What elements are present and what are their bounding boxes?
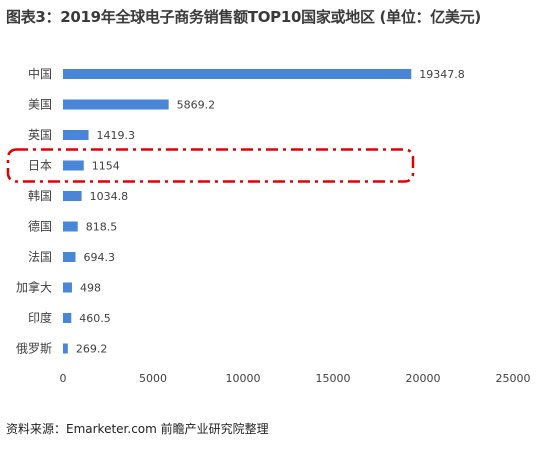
x-tick-0: 0 <box>60 372 67 385</box>
x-tick-4: 20000 <box>406 372 441 385</box>
chart-title: 图表3：2019年全球电子商务销售额TOP10国家或地区 (单位：亿美元) <box>6 8 481 26</box>
bar-4 <box>63 191 82 201</box>
bars-group <box>63 69 412 354</box>
bar-7 <box>63 282 72 293</box>
bar-8 <box>63 313 72 323</box>
value-label-4: 1034.8 <box>90 190 129 203</box>
value-label-5: 818.5 <box>86 221 118 234</box>
bar-6 <box>63 252 76 262</box>
value-label-2: 1419.3 <box>97 129 135 142</box>
category-label-9: 俄罗斯 <box>16 342 52 356</box>
bar-1 <box>63 99 169 110</box>
bar-9 <box>63 343 68 354</box>
value-label-3: 1154 <box>92 160 120 173</box>
category-label-3: 日本 <box>28 159 52 173</box>
category-label-7: 加拿大 <box>16 280 52 295</box>
value-labels: 19347.8 5869.2 1419.3 1154 1034.8 818.5 694.3 4… <box>76 68 465 356</box>
bar-5 <box>63 221 78 232</box>
source-note: 资料来源：Emarketer.com 前瞻产业研究院整理 <box>6 422 269 436</box>
category-label-6: 法国 <box>28 250 52 264</box>
highlight-box <box>6 148 415 183</box>
x-tick-2: 10000 <box>226 372 261 385</box>
value-label-8: 460.5 <box>79 312 111 325</box>
category-label-0: 中国 <box>28 66 52 81</box>
category-label-2: 英国 <box>28 128 52 142</box>
value-label-7: 498 <box>80 282 101 295</box>
bar-3 <box>63 160 84 171</box>
x-tick-3: 15000 <box>316 372 351 385</box>
bar-0 <box>63 69 412 79</box>
category-label-5: 德国 <box>28 219 52 234</box>
x-tick-5: 25000 <box>496 372 531 385</box>
category-label-4: 韩国 <box>28 188 52 203</box>
value-label-0: 19347.8 <box>419 68 465 81</box>
value-label-9: 269.2 <box>76 343 108 356</box>
x-tick-labels: 0 5000 10000 15000 20000 25000 <box>60 372 531 385</box>
bar-2 <box>63 130 89 140</box>
x-tick-1: 5000 <box>139 372 167 385</box>
value-label-6: 694.3 <box>83 251 115 264</box>
category-label-8: 印度 <box>28 310 52 325</box>
value-label-1: 5869.2 <box>177 99 216 112</box>
category-label-1: 美国 <box>28 98 52 112</box>
